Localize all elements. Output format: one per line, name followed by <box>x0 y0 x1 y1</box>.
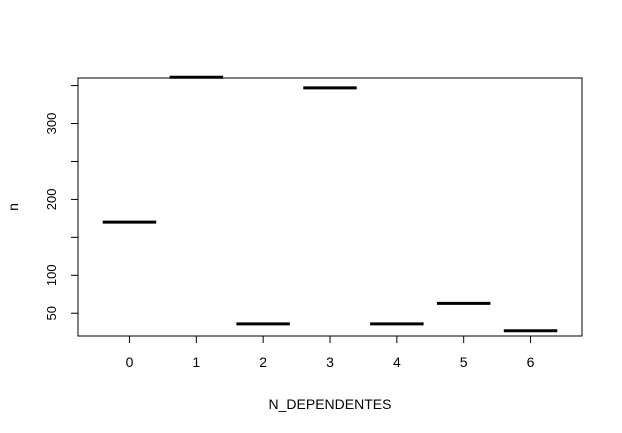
x-tick-label: 5 <box>460 354 468 370</box>
x-axis: 0 1 2 3 4 5 6 <box>126 336 535 370</box>
y-tick-label: 300 <box>44 113 59 135</box>
y-axis: 50 100 200 300 <box>44 85 78 320</box>
y-tick-label: 100 <box>44 264 59 286</box>
series-marks <box>102 75 558 333</box>
y-tick-label: 50 <box>44 306 59 320</box>
y-axis-label: n <box>5 203 21 211</box>
x-tick-label: 2 <box>259 354 267 370</box>
x-tick-label: 3 <box>326 354 334 370</box>
x-tick-label: 4 <box>393 354 401 370</box>
x-tick-label: 6 <box>527 354 535 370</box>
x-axis-label: N_DEPENDENTES <box>269 396 392 412</box>
x-tick-label: 0 <box>126 354 134 370</box>
x-tick-label: 1 <box>192 354 200 370</box>
y-tick-label: 200 <box>44 189 59 211</box>
plot-frame <box>77 77 583 337</box>
